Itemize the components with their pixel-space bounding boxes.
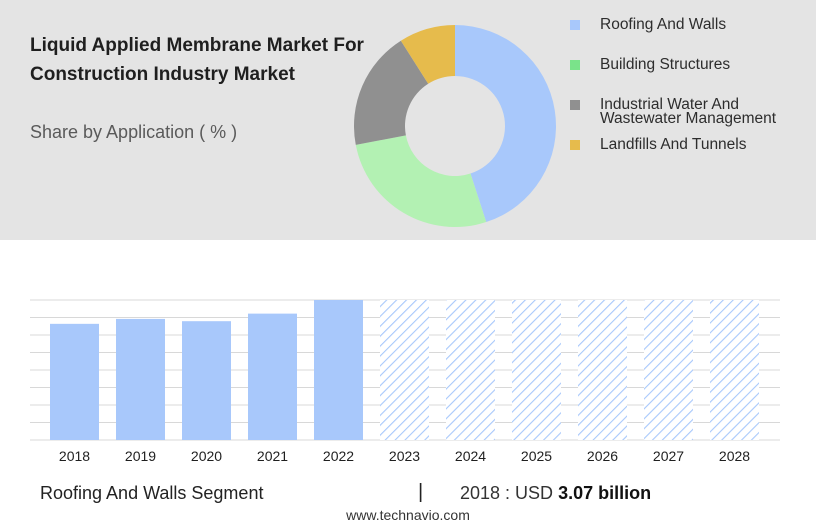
legend-label: Building Structures [600,56,731,73]
bar-2019 [116,318,165,440]
x-tick-label: 2022 [323,448,354,464]
legend-label: Landfills And Tunnels [600,136,747,153]
legend-label: Industrial Water And Wastewater Manageme… [600,96,777,127]
x-tick-label: 2020 [191,448,222,464]
bar-2022 [314,300,363,440]
donut-slice-2 [355,135,487,227]
legend-item: Building Structures [568,56,731,73]
legend-swatch [570,140,580,150]
donut-slice-1 [455,25,556,223]
donut-slice-3 [354,40,429,145]
footer-separator: | [418,481,424,503]
x-tick-label: 2025 [521,448,552,464]
forecast-bar-2028 [710,300,759,440]
legend-item: Industrial Water And Wastewater Manageme… [568,96,816,127]
bar-2020 [182,321,231,440]
forecast-bar-2023 [380,300,429,440]
bar-2021 [248,313,297,440]
bar-chart: 2018 2019 2020 2021 2022 2023 2024 2025 2026 2027… [30,299,780,464]
donut-slice-4 [400,25,455,84]
x-tick-label: 2018 [59,448,90,464]
x-tick-label: 2026 [587,448,618,464]
donut-chart [354,25,556,227]
segment-label: Roofing And Walls Segment [40,483,264,503]
legend-swatch [570,20,580,30]
forecast-bar-2024 [446,300,495,440]
legend-swatch [570,60,580,70]
bar-2018 [50,323,99,440]
legend-item: Landfills And Tunnels [568,136,747,153]
x-tick-label: 2024 [455,448,486,464]
value-amount: 3.07 billion [558,483,652,503]
header-panel: Liquid Applied Membrane Market For Const… [0,0,816,240]
value-prefix: 2018 : USD [460,483,559,503]
website-link[interactable]: www.technavio.com [346,507,470,523]
segment-value: 2018 : USD 3.07 billion [460,483,651,504]
forecast-bar-2026 [578,300,627,440]
chart-subtitle: Share by Application ( % ) [30,122,238,142]
legend-label: Roofing And Walls [600,16,727,33]
x-tick-label: 2023 [389,448,420,464]
x-tick-label: 2028 [719,448,750,464]
x-tick-label: 2021 [257,448,288,464]
forecast-bar-2025 [512,300,561,440]
x-tick-label: 2019 [125,448,156,464]
legend-item: Roofing And Walls [568,16,727,33]
forecast-bar-2027 [644,300,693,440]
x-tick-label: 2027 [653,448,684,464]
legend-swatch [570,100,580,110]
chart-title: Liquid Applied Membrane Market For Const… [30,35,364,85]
